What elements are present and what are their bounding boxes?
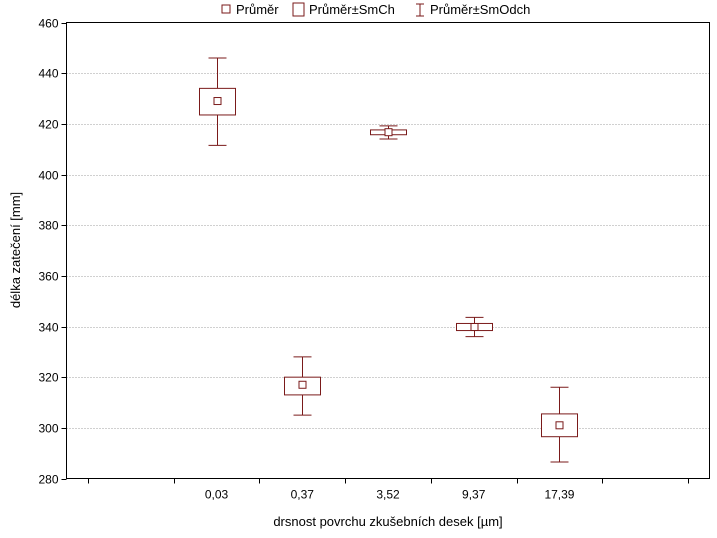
y-tick-label: 380 [38,219,58,233]
y-tick-label: 460 [38,17,58,31]
legend-sd-marker [416,3,424,17]
x-tick-label: 0,37 [291,488,315,502]
y-tick-label: 440 [38,67,58,81]
y-tick-label: 340 [38,321,58,335]
mean-marker [555,421,564,430]
y-tick-label: 400 [38,169,58,183]
category-17-39 [541,386,578,463]
category-0-03 [199,57,236,146]
legend-se-marker [292,2,305,17]
plot-marks [199,57,578,463]
y-axis-title: délka zatečení [mm] [8,192,23,308]
x-tick-label: 3,52 [376,488,400,502]
category-9-37 [456,316,493,338]
y-tick-label: 280 [38,473,58,487]
legend: Průměr Průměr±SmCh Průměr±SmOdch [221,2,530,17]
mean-marker [213,97,222,106]
mean-marker [470,323,479,332]
gridlines [66,73,710,429]
plot-frame [66,22,710,479]
legend-mean-label: Průměr [236,2,279,17]
category-0-37 [284,356,321,416]
category-3-52 [370,125,407,140]
x-tick-label: 9,37 [462,488,486,502]
legend-se-label: Průměr±SmCh [309,2,395,17]
mean-marker [298,380,307,389]
y-tick-label: 320 [38,371,58,385]
y-tick-label: 300 [38,422,58,436]
x-tick-label: 0,03 [205,488,229,502]
y-tick-label: 360 [38,270,58,284]
x-tick-label: 17,39 [544,488,574,502]
axes: 280 300 320 340 360 380 400 420 440 460 0,03 0,37 3,… [38,17,689,502]
y-tick-label: 420 [38,118,58,132]
legend-sd-label: Průměr±SmOdch [430,2,530,17]
x-axis-title: drsnost povrchu zkušebních desek [µm] [273,514,502,529]
mean-marker [384,128,393,137]
legend-mean-marker [221,4,231,14]
